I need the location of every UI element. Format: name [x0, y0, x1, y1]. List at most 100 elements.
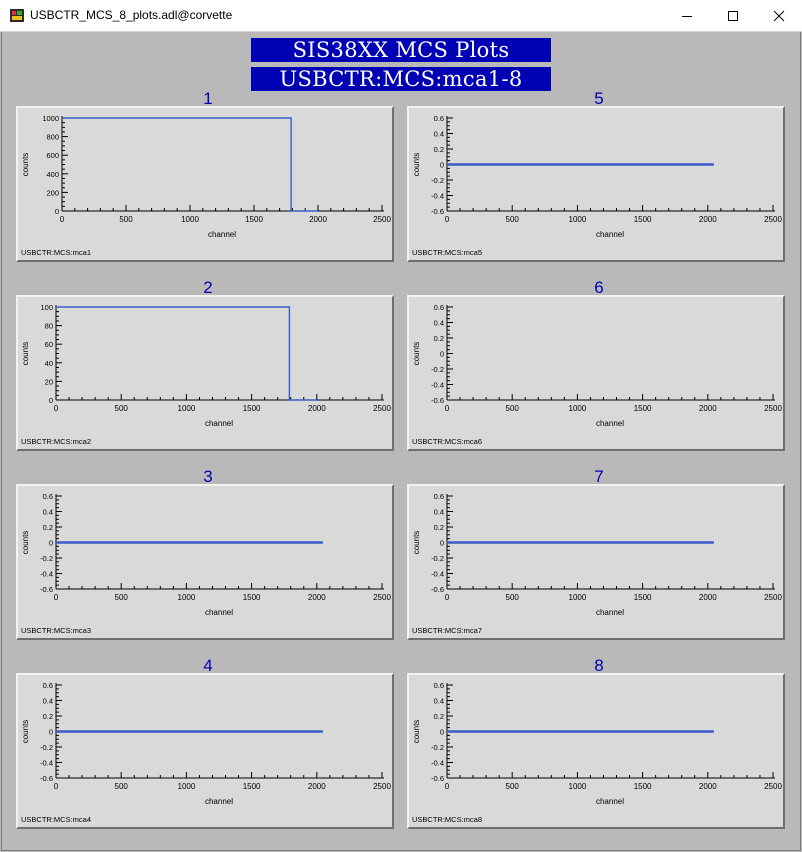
y-tick-label: -0.2	[431, 743, 444, 752]
x-tick-label: 0	[60, 215, 65, 224]
y-tick-label: -0.6	[40, 774, 53, 783]
x-tick-label: 2500	[764, 404, 782, 413]
plot-pv-name: USBCTR:MCS:mca3	[21, 626, 91, 635]
y-axis-title: counts	[412, 153, 421, 177]
x-tick-label: 500	[506, 404, 520, 413]
y-axis-title: counts	[412, 531, 421, 555]
y-tick-label: 200	[46, 188, 59, 197]
close-icon	[773, 10, 785, 22]
x-tick-label: 500	[115, 404, 129, 413]
y-tick-label: 0.4	[434, 130, 444, 139]
x-tick-label: 1000	[178, 593, 196, 602]
plot-4[interactable]: 0 500 1000 1500 2000 2500 -0.6 -0.4 -0.2 0 0.2 0.4 0…	[16, 673, 394, 829]
x-tick-label: 500	[115, 782, 129, 791]
x-axis-title: channel	[205, 797, 233, 806]
y-tick-label: 0	[440, 161, 444, 170]
y-tick-label: 0	[440, 728, 444, 737]
y-tick-label: -0.2	[431, 554, 444, 563]
x-tick-label: 2000	[308, 782, 326, 791]
plot-2-number: 2	[203, 278, 213, 297]
y-tick-label: -0.4	[431, 759, 444, 768]
series-line	[62, 117, 318, 212]
y-tick-label: -0.2	[40, 554, 53, 563]
y-tick-label: 0	[49, 396, 53, 405]
plot-1-svg: 0 500 1000 1500 2000 2500 0 200 400 600 800 1000 cha…	[21, 114, 391, 257]
minimize-button[interactable]	[664, 0, 710, 31]
y-tick-label: 400	[46, 170, 59, 179]
plot-5-svg: 0 500 1000 1500 2000 2500 -0.6 -0.4 -0.2 0 0.2 0.4 0…	[412, 114, 782, 257]
x-tick-label: 2500	[373, 593, 391, 602]
y-axis-title: counts	[21, 342, 30, 366]
plot-8[interactable]: 0 500 1000 1500 2000 2500 -0.6 -0.4 -0.2 0 0.2 0.4 0…	[407, 673, 785, 829]
x-axis-title: channel	[205, 608, 233, 617]
y-tick-label: 0.2	[434, 145, 444, 154]
plot-6-number: 6	[594, 278, 604, 297]
plot-pv-name: USBCTR:MCS:mca7	[412, 626, 482, 635]
plot-5[interactable]: 0 500 1000 1500 2000 2500 -0.6 -0.4 -0.2 0 0.2 0.4 0…	[407, 106, 785, 262]
x-tick-label: 0	[54, 404, 59, 413]
x-tick-label: 2000	[699, 404, 717, 413]
window-titlebar[interactable]: USBCTR_MCS_8_plots.adl@corvette	[0, 0, 802, 32]
x-axis-title: channel	[596, 608, 624, 617]
plot-2[interactable]: 0 500 1000 1500 2000 2500 0 20 40 60 80 100 channel c…	[16, 295, 394, 451]
x-tick-label: 1500	[634, 215, 652, 224]
plot-3[interactable]: 0 500 1000 1500 2000 2500 -0.6 -0.4 -0.2 0 0.2 0.4 0…	[16, 484, 394, 640]
x-axis-title: channel	[596, 230, 624, 239]
y-tick-label: -0.6	[431, 396, 444, 405]
plot-6[interactable]: 0 500 1000 1500 2000 2500 -0.6 -0.4 -0.2 0 0.2 0.4 0…	[407, 295, 785, 451]
y-tick-label: 0.2	[43, 712, 53, 721]
x-tick-label: 2000	[699, 593, 717, 602]
y-axis-title: counts	[21, 153, 30, 177]
plot-pv-name: USBCTR:MCS:mca2	[21, 437, 91, 446]
series-line	[56, 306, 317, 401]
plot-3-number: 3	[203, 467, 213, 486]
maximize-button[interactable]	[710, 0, 756, 31]
app-icon	[10, 9, 24, 22]
x-tick-label: 0	[445, 215, 450, 224]
plot-7-svg: 0 500 1000 1500 2000 2500 -0.6 -0.4 -0.2 0 0.2 0.4 0…	[412, 492, 782, 635]
plot-4-svg: 0 500 1000 1500 2000 2500 -0.6 -0.4 -0.2 0 0.2 0.4 0…	[21, 681, 391, 824]
x-tick-label: 1000	[181, 215, 199, 224]
x-tick-label: 2500	[373, 404, 391, 413]
y-tick-label: 0.2	[43, 523, 53, 532]
y-tick-label: 80	[45, 322, 53, 331]
x-tick-label: 1000	[569, 782, 587, 791]
x-tick-label: 1500	[634, 404, 652, 413]
y-axis-title: counts	[412, 720, 421, 744]
x-axis-title: channel	[208, 230, 236, 239]
plot-pv-name: USBCTR:MCS:mca1	[21, 248, 91, 257]
x-tick-label: 1500	[634, 782, 652, 791]
x-tick-label: 1500	[243, 782, 261, 791]
y-tick-label: -0.6	[431, 207, 444, 216]
y-tick-label: -0.2	[431, 365, 444, 374]
y-tick-label: 0.2	[434, 523, 444, 532]
maximize-icon	[728, 11, 738, 21]
plot-1[interactable]: 0 500 1000 1500 2000 2500 0 200 400 600 800 1000 cha…	[16, 106, 394, 262]
window-title: USBCTR_MCS_8_plots.adl@corvette	[30, 8, 233, 22]
plot-7[interactable]: 0 500 1000 1500 2000 2500 -0.6 -0.4 -0.2 0 0.2 0.4 0…	[407, 484, 785, 640]
x-tick-label: 1500	[634, 593, 652, 602]
x-tick-label: 0	[445, 593, 450, 602]
y-tick-label: -0.4	[431, 570, 444, 579]
x-tick-label: 2500	[764, 593, 782, 602]
x-tick-label: 1000	[569, 215, 587, 224]
x-tick-label: 1500	[243, 593, 261, 602]
y-tick-label: 0.6	[434, 114, 444, 123]
y-tick-label: 20	[45, 377, 53, 386]
y-tick-label: -0.4	[40, 570, 53, 579]
display-title-banner: SIS38XX MCS Plots	[251, 38, 551, 62]
close-button[interactable]	[756, 0, 802, 31]
x-tick-label: 0	[445, 782, 450, 791]
x-tick-label: 500	[506, 782, 520, 791]
y-tick-label: -0.6	[40, 585, 53, 594]
x-tick-label: 0	[54, 782, 59, 791]
x-axis-title: channel	[205, 419, 233, 428]
y-tick-label: 600	[46, 151, 59, 160]
x-tick-label: 2500	[764, 215, 782, 224]
plot-pv-name: USBCTR:MCS:mca4	[21, 815, 91, 824]
x-tick-label: 2000	[699, 215, 717, 224]
y-tick-label: -0.6	[431, 774, 444, 783]
x-tick-label: 0	[445, 404, 450, 413]
plot-pv-name: USBCTR:MCS:mca5	[412, 248, 482, 257]
plot-6-svg: 0 500 1000 1500 2000 2500 -0.6 -0.4 -0.2 0 0.2 0.4 0…	[412, 303, 782, 446]
